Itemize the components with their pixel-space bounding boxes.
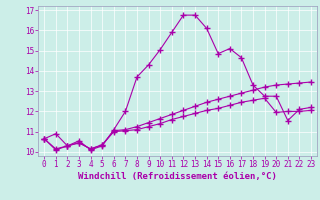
X-axis label: Windchill (Refroidissement éolien,°C): Windchill (Refroidissement éolien,°C) [78,172,277,181]
